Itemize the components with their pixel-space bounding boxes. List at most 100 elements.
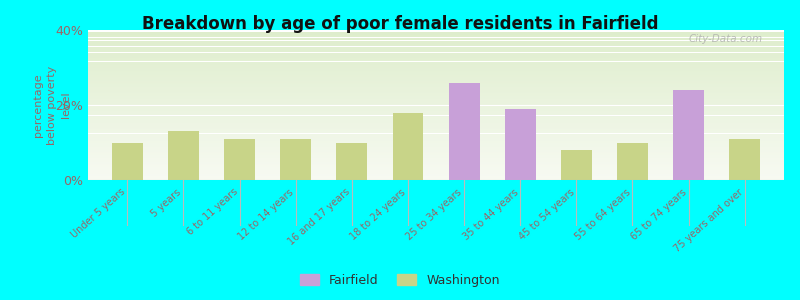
Bar bbox=[88, 33, 784, 34]
Bar bbox=[88, 78, 784, 80]
Bar bbox=[88, 32, 784, 33]
Bar bbox=[88, 38, 784, 39]
Bar bbox=[280, 139, 311, 180]
Bar bbox=[88, 118, 784, 120]
Bar bbox=[88, 162, 784, 164]
Bar bbox=[88, 64, 784, 66]
Bar bbox=[112, 142, 142, 180]
Bar bbox=[88, 130, 784, 132]
Bar bbox=[88, 122, 784, 123]
Bar bbox=[336, 142, 367, 180]
Bar bbox=[88, 36, 784, 38]
Bar bbox=[88, 172, 784, 174]
Bar bbox=[88, 54, 784, 56]
Bar bbox=[88, 108, 784, 110]
Bar bbox=[88, 158, 784, 159]
Legend: Fairfield, Washington: Fairfield, Washington bbox=[297, 270, 503, 291]
Bar bbox=[505, 109, 536, 180]
Bar bbox=[88, 144, 784, 146]
Bar bbox=[88, 52, 784, 54]
Bar bbox=[88, 105, 784, 106]
Bar bbox=[88, 99, 784, 100]
Bar bbox=[88, 63, 784, 64]
Bar bbox=[88, 159, 784, 160]
Bar bbox=[449, 82, 479, 180]
Bar bbox=[88, 103, 784, 105]
Bar bbox=[88, 30, 784, 31]
Bar bbox=[88, 147, 784, 148]
Bar bbox=[88, 102, 784, 104]
Bar bbox=[88, 111, 784, 112]
Bar bbox=[88, 100, 784, 102]
Bar bbox=[88, 61, 784, 63]
Bar bbox=[88, 98, 784, 99]
Bar bbox=[88, 57, 784, 58]
Bar bbox=[88, 60, 784, 61]
Bar bbox=[88, 171, 784, 172]
Bar bbox=[88, 42, 784, 44]
Bar bbox=[88, 93, 784, 94]
Bar bbox=[88, 40, 784, 42]
Bar bbox=[88, 76, 784, 78]
Bar bbox=[88, 81, 784, 82]
Bar bbox=[88, 138, 784, 140]
Bar bbox=[88, 174, 784, 176]
Bar bbox=[88, 82, 784, 84]
Bar bbox=[88, 129, 784, 130]
Bar bbox=[88, 110, 784, 111]
Bar bbox=[88, 135, 784, 136]
Bar bbox=[88, 178, 784, 180]
Bar bbox=[88, 87, 784, 88]
Bar bbox=[88, 58, 784, 60]
Bar bbox=[88, 84, 784, 86]
Bar bbox=[88, 134, 784, 135]
Bar bbox=[168, 131, 199, 180]
Bar bbox=[561, 150, 592, 180]
Bar bbox=[88, 160, 784, 162]
Bar bbox=[88, 68, 784, 69]
Bar bbox=[88, 165, 784, 166]
Bar bbox=[673, 90, 704, 180]
Bar bbox=[88, 123, 784, 124]
Bar bbox=[88, 96, 784, 98]
Bar bbox=[88, 164, 784, 165]
Bar bbox=[88, 80, 784, 81]
Bar bbox=[88, 94, 784, 96]
Bar bbox=[88, 92, 784, 93]
Bar bbox=[88, 156, 784, 158]
Bar bbox=[730, 139, 760, 180]
Bar bbox=[88, 90, 784, 92]
Bar bbox=[88, 117, 784, 118]
Bar bbox=[673, 146, 704, 180]
Bar bbox=[449, 139, 479, 180]
Bar bbox=[88, 124, 784, 126]
Bar bbox=[505, 142, 536, 180]
Bar bbox=[88, 85, 784, 87]
Bar bbox=[88, 148, 784, 150]
Bar bbox=[88, 140, 784, 141]
Bar bbox=[88, 34, 784, 36]
Bar bbox=[88, 50, 784, 51]
Bar bbox=[88, 116, 784, 117]
Bar bbox=[617, 142, 648, 180]
Bar bbox=[224, 139, 255, 180]
Text: Breakdown by age of poor female residents in Fairfield: Breakdown by age of poor female resident… bbox=[142, 15, 658, 33]
Bar bbox=[88, 39, 784, 40]
Bar bbox=[88, 128, 784, 129]
Bar bbox=[88, 106, 784, 108]
Bar bbox=[88, 66, 784, 68]
Bar bbox=[88, 146, 784, 147]
Bar bbox=[88, 177, 784, 178]
Bar bbox=[88, 126, 784, 128]
Bar bbox=[88, 120, 784, 122]
Bar bbox=[88, 132, 784, 134]
Y-axis label: percentage
below poverty
level: percentage below poverty level bbox=[34, 65, 71, 145]
Bar bbox=[88, 70, 784, 72]
Bar bbox=[88, 150, 784, 152]
Text: City-Data.com: City-Data.com bbox=[689, 34, 763, 44]
Bar bbox=[88, 112, 784, 114]
Bar bbox=[88, 154, 784, 156]
Bar bbox=[88, 136, 784, 138]
Bar bbox=[88, 45, 784, 46]
Bar bbox=[88, 167, 784, 168]
